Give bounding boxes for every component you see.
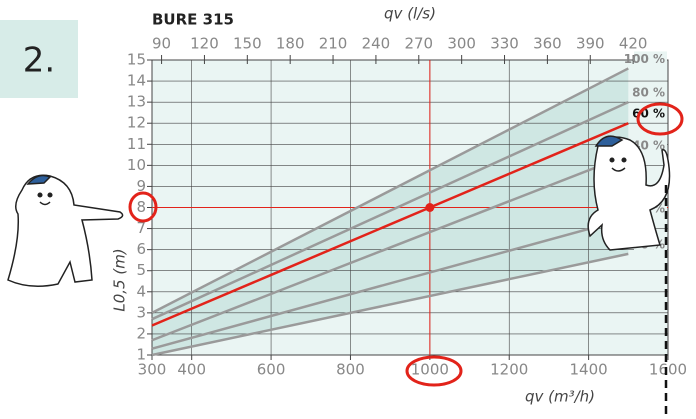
y-tick-label: 2 [136,324,146,342]
y-tick-label: 3 [136,303,146,321]
y-tick-label: 4 [136,282,146,300]
y-axis-label: L0,5 (m) [111,248,129,311]
x2-tick-label: 90 [152,35,171,53]
y-tick-label: 12 [127,114,146,132]
y-tick-label: 10 [127,156,146,174]
x2-tick-label: 330 [490,35,519,53]
highlight-point [425,203,434,212]
eye [610,158,614,162]
x-tick-label: 400 [177,361,206,379]
x2-tick-label: 360 [533,35,562,53]
y-tick-label: 8 [136,198,146,216]
body [8,175,123,286]
x-axis-label: qv (m³/h) [525,388,595,406]
chart: 2. BURE 315 qv (l/s) qv (m³/h) L0,5 (m) … [0,0,696,415]
x-tick-label: 1400 [570,361,608,379]
y-tick-label: 14 [127,72,146,90]
y-tick-label: 5 [136,261,146,279]
character-left [8,175,123,286]
chart-title: BURE 315 [152,11,234,29]
x2-tick-label: 120 [190,35,219,53]
x2-tick-label: 150 [233,35,262,53]
x-tick-label: 1200 [490,361,528,379]
x-tick-label: 600 [257,361,286,379]
x2-axis-label: qv (l/s) [384,5,436,23]
step-number: 2. [23,41,55,81]
x2-tick-label: 180 [276,35,305,53]
eye [622,158,626,162]
x-tick-label: 800 [336,361,365,379]
x2-tick-label: 300 [447,35,476,53]
y-tick-label: 6 [136,240,146,258]
y-tick-label: 13 [127,93,146,111]
x2-tick-label: 420 [619,35,648,53]
x2-tick-label: 270 [404,35,433,53]
y-tick-label: 15 [127,51,146,69]
x-tick-label: 1000 [411,361,449,379]
eye [48,193,52,197]
series-label: 80 % [632,86,665,100]
x2-tick-label: 390 [576,35,605,53]
y-tick-label: 11 [127,135,146,153]
eye [38,193,42,197]
x-tick-label: 1600 [649,361,687,379]
x-tick-label: 300 [138,361,167,379]
x2-tick-label: 210 [319,35,348,53]
series-label: 100 % [624,52,665,66]
x2-tick-label: 240 [362,35,391,53]
